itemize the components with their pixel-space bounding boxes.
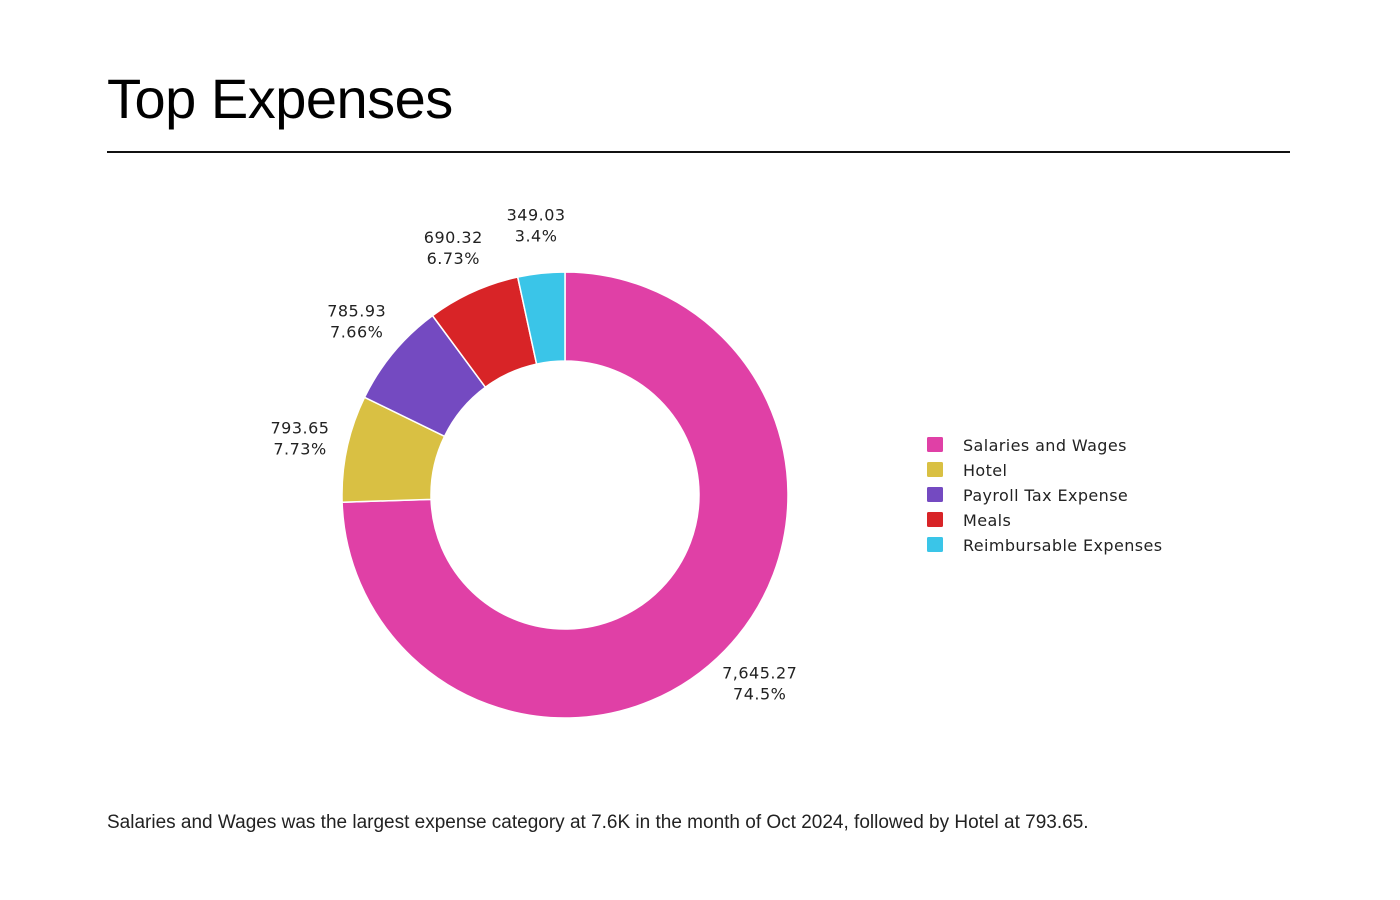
slice-reimbursable-expenses <box>516 271 566 365</box>
title-divider <box>107 151 1290 153</box>
legend-label-hotel: Hotel <box>963 461 1007 480</box>
legend-swatch-hotel <box>927 462 943 477</box>
legend-label-payroll-tax-expense: Payroll Tax Expense <box>963 486 1128 505</box>
value-label-salaries-and-wages: 7,645.27 <box>722 663 797 682</box>
legend-label-meals: Meals <box>963 511 1011 530</box>
legend-swatch-salaries-and-wages <box>927 437 943 452</box>
percent-label-payroll-tax-expense: 7.66% <box>330 323 383 342</box>
legend-label-reimbursable-expenses: Reimbursable Expenses <box>963 536 1162 555</box>
data-labels: 7,645.27 74.5% 793.65 7.73% 785.93 7.66% 690.3… <box>270 206 797 704</box>
value-label-hotel: 793.65 <box>270 418 329 437</box>
percent-label-reimbursable-expenses: 3.4% <box>515 227 558 246</box>
value-label-reimbursable-expenses: 349.03 <box>507 206 566 225</box>
chart-legend: Salaries and Wages Hotel Payroll Tax Expen… <box>927 436 1162 555</box>
percent-label-meals: 6.73% <box>427 249 480 268</box>
percent-label-salaries-and-wages: 74.5% <box>733 684 786 703</box>
legend-swatch-meals <box>927 512 943 527</box>
percent-label-hotel: 7.73% <box>273 439 326 458</box>
slice-salaries-and-wages <box>341 271 789 719</box>
value-label-payroll-tax-expense: 785.93 <box>327 302 386 321</box>
page-title: Top Expenses <box>107 67 453 130</box>
donut-slices <box>341 271 789 719</box>
legend-swatch-payroll-tax-expense <box>927 487 943 502</box>
chart-summary: Salaries and Wages was the largest expen… <box>107 812 1089 833</box>
legend-swatch-reimbursable-expenses <box>927 537 943 552</box>
legend-label-salaries-and-wages: Salaries and Wages <box>963 436 1127 455</box>
value-label-meals: 690.32 <box>424 228 483 247</box>
